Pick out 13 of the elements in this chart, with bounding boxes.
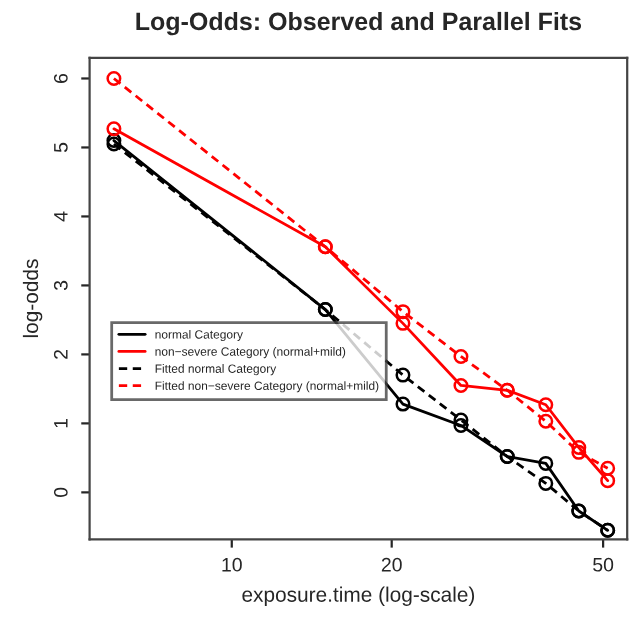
y-axis-title: log-odds xyxy=(22,259,43,338)
y-tick-label: 5 xyxy=(54,142,68,153)
x-axis-title: exposure.time (log-scale) xyxy=(242,586,475,606)
y-tick-label: 6 xyxy=(53,73,68,83)
chart-title: Log-Odds: Observed and Parallel Fits xyxy=(136,11,582,36)
y-tick-label: 0 xyxy=(53,487,68,498)
y-tick-label: 3 xyxy=(53,280,68,291)
x-tick-label: 50 xyxy=(593,557,614,572)
x-tick-label: 20 xyxy=(381,557,402,572)
y-tick-label: 1 xyxy=(54,418,68,428)
x-tick-label: 10 xyxy=(222,557,242,572)
y-tick-label: 2 xyxy=(53,349,68,359)
y-tick-label: 4 xyxy=(54,211,68,222)
